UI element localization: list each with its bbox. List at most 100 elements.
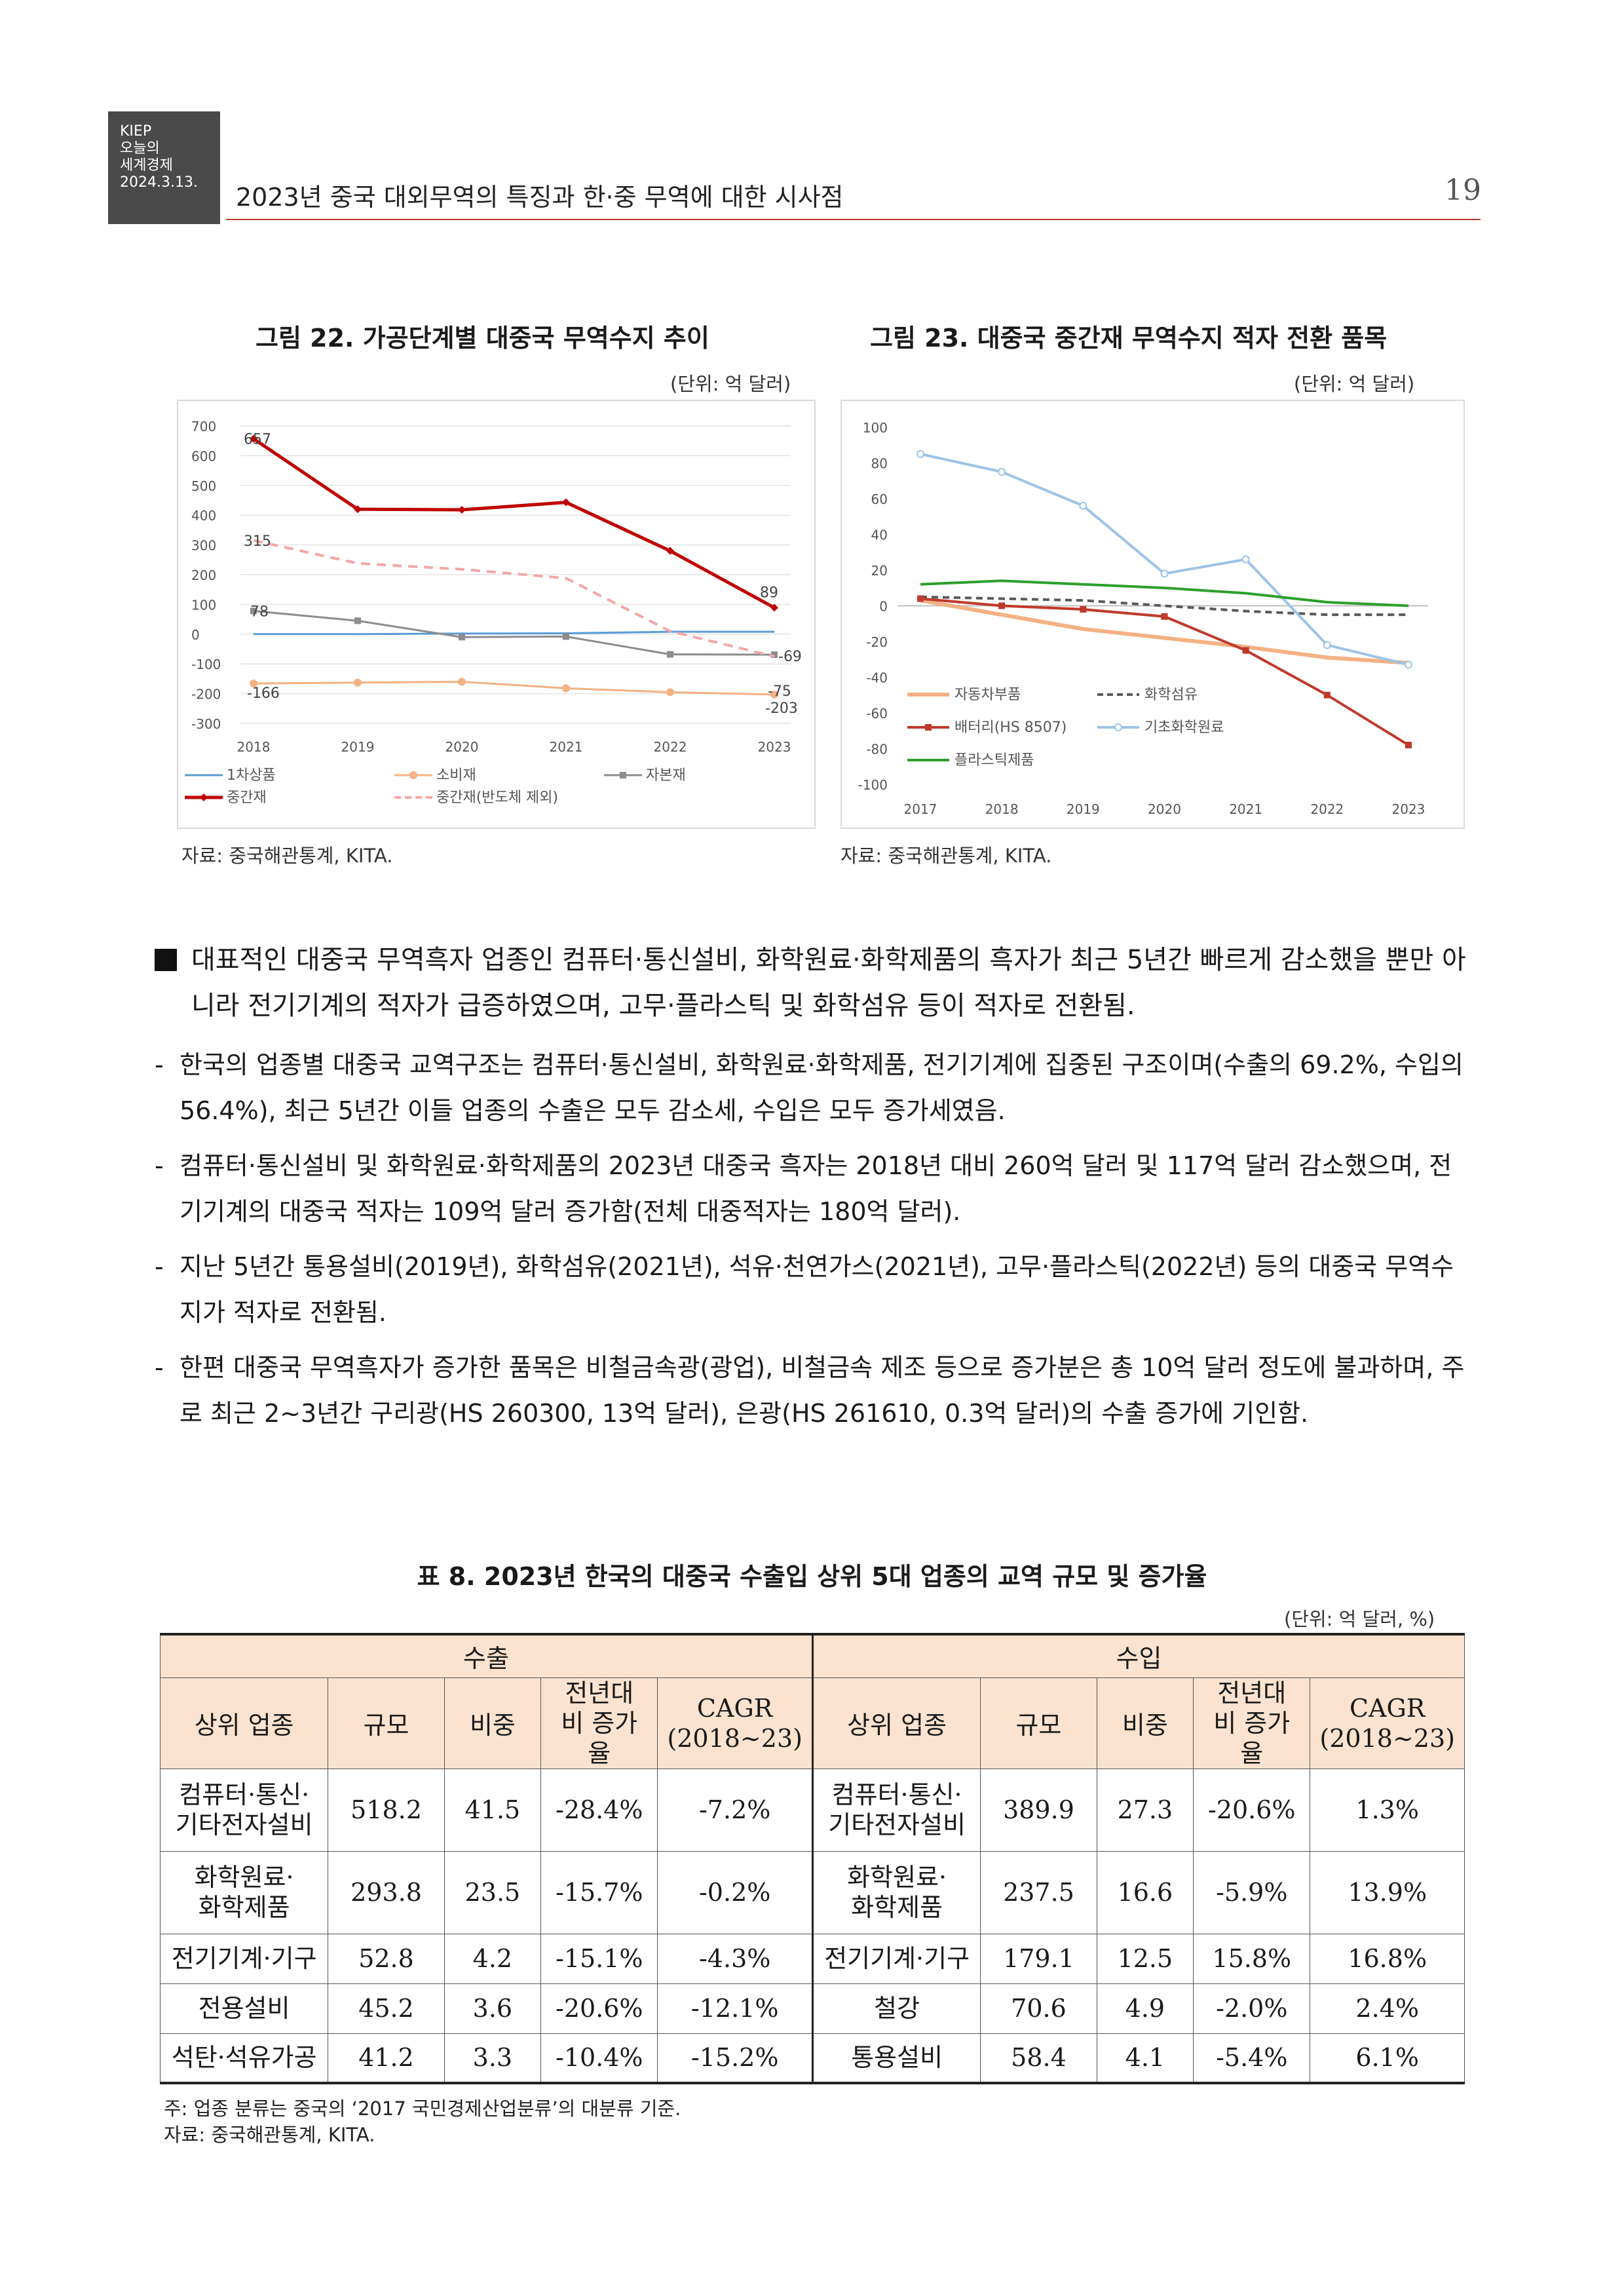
- y-tick-label: -40: [866, 670, 888, 686]
- import-group-header: 수입: [812, 1633, 1465, 1678]
- data-point: [563, 633, 569, 640]
- y-tick-label: 60: [871, 491, 888, 507]
- data-point: [250, 607, 257, 615]
- data-point: [354, 505, 362, 514]
- dash-text: 한국의 업종별 대중국 교역구조는 컴퓨터·통신설비, 화학원료·화학제품, 전…: [179, 1050, 1463, 1125]
- column-header: CAGR (2018~23): [1310, 1677, 1465, 1769]
- legend-marker: [925, 724, 932, 731]
- figure23-chart: 100 80 60 40 20 0 -20 -40 -60 -80 -100 2017 2018 2019…: [840, 400, 1465, 829]
- table-source: 자료: 중국해관통계, KITA.: [164, 2124, 375, 2146]
- data-point: [562, 498, 570, 507]
- industry-cell: 전기기계·기구: [159, 1933, 329, 1984]
- figure23-svg: 100 80 60 40 20 0 -20 -40 -60 -80 -100 2017 2018 2019…: [858, 420, 1428, 817]
- y-tick-label: 80: [871, 456, 888, 472]
- figure22-source: 자료: 중국해관통계, KITA.: [181, 845, 393, 867]
- share-cell: 23.5: [444, 1850, 542, 1934]
- y-tick-label: 500: [191, 478, 216, 494]
- figure23-unit: (단위: 억 달러): [1294, 373, 1415, 395]
- x-tick-label: 2023: [1392, 801, 1426, 817]
- column-header: CAGR (2018~23): [657, 1677, 814, 1769]
- dash-item: - 한편 대중국 무역흑자가 증가한 품목은 비철금속광(광업), 비철금속 제…: [155, 1345, 1471, 1436]
- data-point: [1161, 613, 1168, 620]
- data-point: [998, 602, 1006, 609]
- data-label: -69: [778, 649, 802, 665]
- cagr-cell: 2.4%: [1310, 1983, 1465, 2034]
- column-header: 규모: [980, 1677, 1097, 1769]
- data-point: [458, 678, 466, 686]
- share-cell: 4.1: [1096, 2033, 1194, 2084]
- column-header: 비중: [1096, 1677, 1194, 1769]
- figure22-chart: 700 600 500 400 300 200 100 0 -100 -200 -300 2018 20…: [177, 400, 816, 829]
- y-tick-label: -300: [191, 716, 221, 732]
- growth-cell: 15.8%: [1193, 1933, 1311, 1984]
- industry-cell: 전용설비: [159, 1983, 329, 2034]
- cagr-cell: -12.1%: [657, 1983, 814, 2034]
- y-tick-label: 400: [191, 508, 216, 524]
- export-group-header: 수출: [160, 1633, 814, 1678]
- figure22-title: 그림 22. 가공단계별 대중국 무역수지 추이: [255, 324, 709, 353]
- data-label: -166: [247, 685, 280, 702]
- data-point: [1242, 647, 1249, 654]
- data-point: [771, 651, 778, 659]
- y-tick-label: 600: [191, 448, 216, 464]
- data-point: [666, 688, 674, 697]
- growth-cell: -5.9%: [1193, 1850, 1311, 1934]
- legend-label: 자본재: [646, 767, 686, 784]
- series-line: [920, 595, 1408, 617]
- figure23-source: 자료: 중국해관통계, KITA.: [840, 845, 1052, 867]
- growth-cell: -10.4%: [540, 2033, 658, 2084]
- industry-cell: 컴퓨터·통신·기타전자설비: [812, 1768, 981, 1852]
- y-tick-label: 200: [191, 567, 216, 583]
- data-point: [458, 506, 466, 514]
- cagr-cell: -4.3%: [657, 1933, 814, 1984]
- growth-cell: -2.0%: [1193, 1983, 1311, 2034]
- data-label: -203: [765, 700, 798, 717]
- dash-text: 한편 대중국 무역흑자가 증가한 품목은 비철금속광(광업), 비철금속 제조 …: [179, 1353, 1465, 1428]
- industry-cell: 석탄·석유가공: [159, 2033, 329, 2084]
- data-point: [354, 678, 362, 687]
- publisher-line: 2024.3.13.: [120, 174, 198, 191]
- data-point: [250, 679, 257, 688]
- x-tick-label: 2022: [654, 739, 687, 755]
- cagr-cell: -15.2%: [657, 2033, 814, 2084]
- figure22-unit: (단위: 억 달러): [670, 373, 791, 395]
- y-tick-label: -60: [866, 706, 888, 721]
- series-line: [920, 598, 1409, 665]
- table-row: 전기기계·기구 52.8 4.2 -15.1% -4.3% 전기기계·기구 17…: [159, 1933, 1465, 1984]
- dash-item: - 한국의 업종별 대중국 교역구조는 컴퓨터·통신설비, 화학원료·화학제품,…: [155, 1042, 1471, 1134]
- column-header: 상위 업종: [159, 1677, 329, 1769]
- x-tick-label: 2018: [985, 801, 1019, 817]
- legend-marker: [200, 794, 208, 801]
- industry-cell: 화학원료·화학제품: [159, 1850, 329, 1934]
- table-note: 주: 업종 분류는 중국의 ‘2017 국민경제산업분류’의 대분류 기준.: [164, 2097, 681, 2120]
- column-header: 상위 업종: [812, 1677, 981, 1769]
- cagr-cell: 1.3%: [1310, 1768, 1465, 1852]
- industry-cell: 통용설비: [812, 2033, 981, 2084]
- growth-cell: -20.6%: [540, 1983, 658, 2034]
- x-tick-label: 2022: [1310, 801, 1344, 817]
- data-point: [1241, 555, 1250, 564]
- table-column-header-row: 상위 업종 규모 비중 전년대비 증가율 CAGR (2018~23) 상위 업…: [159, 1677, 1465, 1769]
- x-tick-label: 2020: [445, 739, 479, 755]
- data-point: [1323, 641, 1331, 649]
- figure22-svg: 700 600 500 400 300 200 100 0 -100 -200 -300 2018 20…: [185, 419, 802, 806]
- table-row: 컴퓨터·통신·기타전자설비 518.2 41.5 -28.4% -7.2% 컴퓨…: [159, 1768, 1465, 1852]
- y-tick-label: 0: [191, 627, 200, 643]
- dash-list: - 한국의 업종별 대중국 교역구조는 컴퓨터·통신설비, 화학원료·화학제품,…: [155, 1042, 1471, 1436]
- cagr-cell: 6.1%: [1310, 2033, 1465, 2084]
- y-tick-label: 100: [863, 420, 888, 436]
- y-tick-label: 300: [191, 538, 216, 554]
- data-point: [666, 546, 674, 555]
- running-header-title: 2023년 중국 대외무역의 특징과 한·중 무역에 대한 시사점: [236, 183, 844, 212]
- industry-cell: 화학원료·화학제품: [812, 1850, 981, 1934]
- data-point: [667, 651, 673, 658]
- value-cell: 52.8: [328, 1933, 445, 1984]
- legend-label: 소비재: [436, 767, 476, 784]
- publisher-badge: KIEP 오늘의 세계경제 2024.3.13.: [108, 111, 220, 224]
- dash-text: 지난 5년간 통용설비(2019년), 화학섬유(2021년), 석유·천연가스…: [179, 1252, 1454, 1327]
- legend-label: 자동차부품: [954, 687, 1021, 703]
- y-tick-label: -200: [191, 687, 221, 702]
- value-cell: 293.8: [328, 1850, 445, 1934]
- figure23-title: 그림 23. 대중국 중간재 무역수지 적자 전환 품목: [870, 324, 1388, 353]
- x-tick-label: 2019: [1067, 801, 1100, 817]
